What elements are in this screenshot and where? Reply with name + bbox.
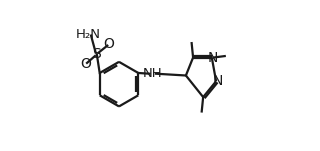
Text: H₂N: H₂N [76,28,101,41]
Text: O: O [104,37,115,51]
Text: N: N [213,74,223,88]
Text: NH: NH [143,67,163,80]
Text: N: N [207,51,218,64]
Text: O: O [80,57,91,71]
Text: S: S [92,47,101,61]
